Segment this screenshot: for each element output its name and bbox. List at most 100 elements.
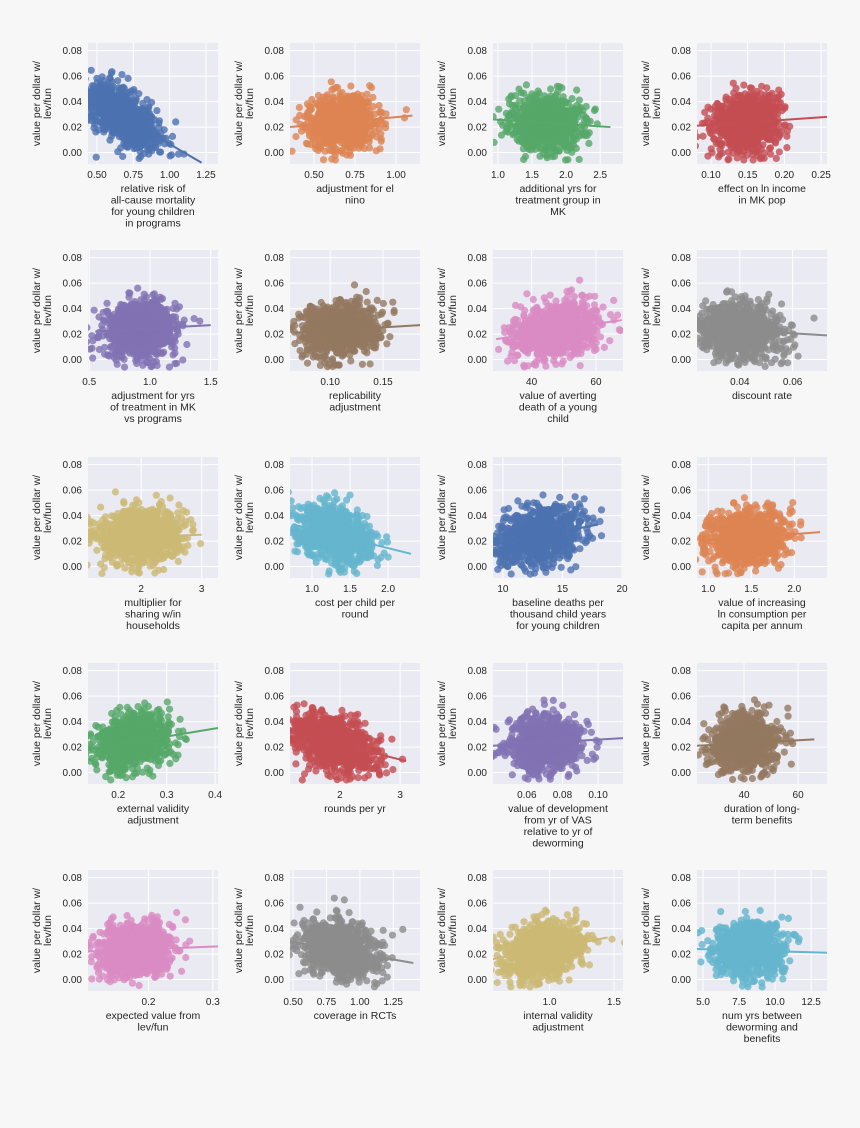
data-point [765, 134, 774, 142]
data-point [136, 143, 144, 151]
scatter-points [290, 281, 420, 371]
data-point [119, 303, 127, 311]
regression-line [95, 324, 211, 333]
data-point [710, 125, 718, 134]
data-point [744, 145, 752, 153]
x-tick-label: 0.20 [775, 170, 795, 181]
data-point [101, 89, 109, 97]
data-point [148, 362, 156, 370]
data-point [92, 153, 100, 161]
data-point [732, 84, 740, 92]
data-point [704, 114, 712, 122]
data-point [740, 133, 748, 141]
data-point [76, 87, 83, 94]
data-point [121, 118, 129, 126]
x-axis-label: of treatment in MK [110, 402, 196, 414]
data-point [322, 139, 330, 147]
y-axis-label: lev/fun [42, 88, 54, 119]
data-point [765, 106, 773, 114]
data-point [155, 123, 163, 132]
x-tick-label: 1.0 [143, 377, 157, 388]
data-point [366, 360, 374, 368]
y-tick-label: 0.02 [672, 123, 692, 134]
data-point [300, 112, 308, 121]
data-point [342, 100, 350, 108]
data-point [103, 307, 111, 315]
data-point [88, 332, 96, 340]
data-point [359, 103, 367, 111]
data-point [531, 131, 540, 140]
data-point [113, 332, 121, 340]
data-point [337, 147, 345, 155]
data-point [750, 147, 759, 155]
data-point [145, 103, 153, 111]
data-point [732, 141, 741, 149]
data-point [152, 357, 160, 366]
data-point [331, 151, 339, 159]
data-point [535, 97, 544, 105]
data-point [196, 317, 204, 325]
data-point [743, 151, 751, 159]
data-point [340, 113, 348, 121]
data-point [126, 289, 134, 297]
data-point [134, 314, 143, 322]
data-point [376, 108, 384, 116]
data-point [740, 108, 748, 116]
data-point [741, 96, 749, 104]
data-point [148, 348, 157, 356]
x-axis-label: nino [345, 195, 365, 207]
data-point [583, 131, 592, 139]
data-point [145, 306, 153, 314]
x-tick-label: 0.75 [345, 170, 365, 181]
x-tick-label: 0.5 [82, 377, 96, 388]
data-point [493, 113, 497, 121]
data-point [156, 349, 165, 357]
data-point [183, 340, 191, 349]
data-point [573, 105, 582, 114]
y-tick-label: 0.08 [63, 46, 83, 57]
data-point [88, 116, 96, 125]
data-point [758, 82, 766, 90]
data-point [139, 105, 147, 113]
data-point [139, 361, 147, 369]
data-point [518, 123, 526, 131]
data-point [147, 136, 155, 144]
y-axis-label: value per dollar w/ [640, 61, 652, 146]
data-point [541, 92, 549, 100]
y-axis-label: value per dollar w/ [31, 61, 43, 146]
data-point [732, 123, 740, 131]
data-point [402, 106, 410, 114]
data-point [316, 143, 324, 151]
data-point [139, 332, 147, 340]
data-point [292, 133, 300, 141]
data-point [507, 93, 515, 101]
data-point [156, 328, 164, 336]
data-point [317, 97, 325, 105]
data-point [350, 281, 359, 289]
data-point [362, 124, 370, 132]
data-point [761, 98, 770, 106]
data-point [775, 148, 783, 156]
data-point [171, 349, 179, 357]
data-point [134, 135, 142, 143]
data-point [697, 133, 701, 141]
data-point [749, 156, 757, 164]
y-tick-label: 0.04 [468, 97, 488, 108]
y-tick-label: 0.00 [265, 148, 285, 159]
data-point [334, 83, 342, 92]
data-point [168, 132, 177, 140]
data-point [106, 96, 114, 104]
data-point [290, 147, 296, 155]
data-point [312, 126, 320, 134]
x-tick-label: 0.75 [124, 170, 144, 181]
data-point [757, 145, 765, 153]
data-point [129, 321, 137, 330]
data-point [772, 129, 780, 137]
x-axis-label: in MK pop [738, 195, 785, 207]
data-point [88, 100, 91, 108]
data-point [767, 150, 775, 158]
data-point [88, 338, 91, 346]
data-point [145, 150, 153, 158]
data-point [114, 122, 122, 130]
y-tick-label: 0.08 [265, 253, 285, 264]
